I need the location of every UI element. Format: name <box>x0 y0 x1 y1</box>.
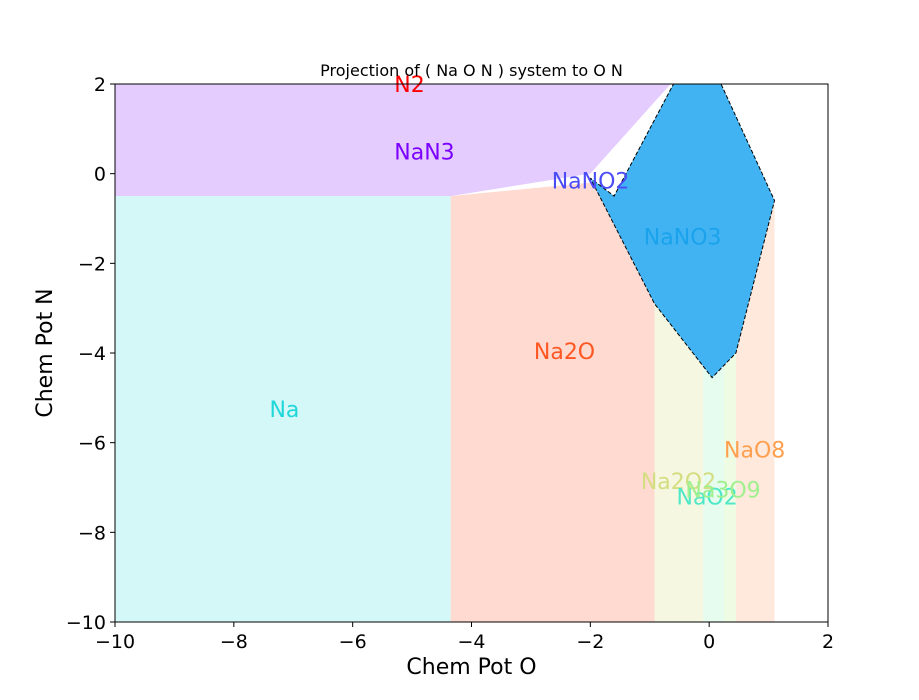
regions-layer <box>115 84 776 622</box>
y-tick-label: −4 <box>78 343 106 365</box>
region-na2o2 <box>654 276 704 622</box>
x-tick-label: 2 <box>822 631 834 653</box>
region-nan3 <box>115 84 671 197</box>
region-label-nao8: NaO8 <box>724 438 785 463</box>
region-na2o <box>450 182 655 622</box>
x-tick-label: −6 <box>339 631 367 653</box>
region-nano3 <box>589 84 776 379</box>
y-tick-label: −10 <box>66 612 106 634</box>
x-axis-label: Chem Pot O <box>406 655 536 680</box>
region-nao2 <box>703 366 725 622</box>
region-label-nao2: NaO2 <box>676 485 737 510</box>
region-label-na2o2: Na2O2 <box>641 470 716 495</box>
x-tick-label: −8 <box>220 631 248 653</box>
chart-title: Projection of ( Na O N ) system to O N <box>320 61 623 80</box>
region-na <box>115 196 451 622</box>
y-tick-label: 0 <box>94 164 106 186</box>
y-axis-label: Chem Pot N <box>33 288 58 417</box>
region-label-na: Na <box>269 398 299 423</box>
y-tick-label: −2 <box>78 253 106 275</box>
region-label-nano2: NaNO2 <box>552 169 630 194</box>
y-axis-ticks: −10 −8 −6 −4 −2 0 2 <box>66 74 115 634</box>
region-label-n2: N2 <box>394 73 424 98</box>
x-axis-ticks: −10 −8 −6 −4 −2 0 2 <box>95 622 834 653</box>
region-label-na3o9: Na3O9 <box>685 479 760 504</box>
y-tick-label: −6 <box>78 433 106 455</box>
y-tick-label: −8 <box>78 522 106 544</box>
region-nao8 <box>735 200 775 622</box>
x-tick-label: −10 <box>95 631 135 653</box>
y-tick-label: 2 <box>94 74 106 96</box>
region-label-nan3: NaN3 <box>394 140 454 165</box>
x-tick-label: −2 <box>576 631 604 653</box>
x-tick-label: −4 <box>457 631 485 653</box>
region-na3o9 <box>724 353 736 622</box>
x-tick-label: 0 <box>703 631 715 653</box>
region-label-nano3: NaNO3 <box>644 225 722 250</box>
region-label-na2o: Na2O <box>534 340 595 365</box>
